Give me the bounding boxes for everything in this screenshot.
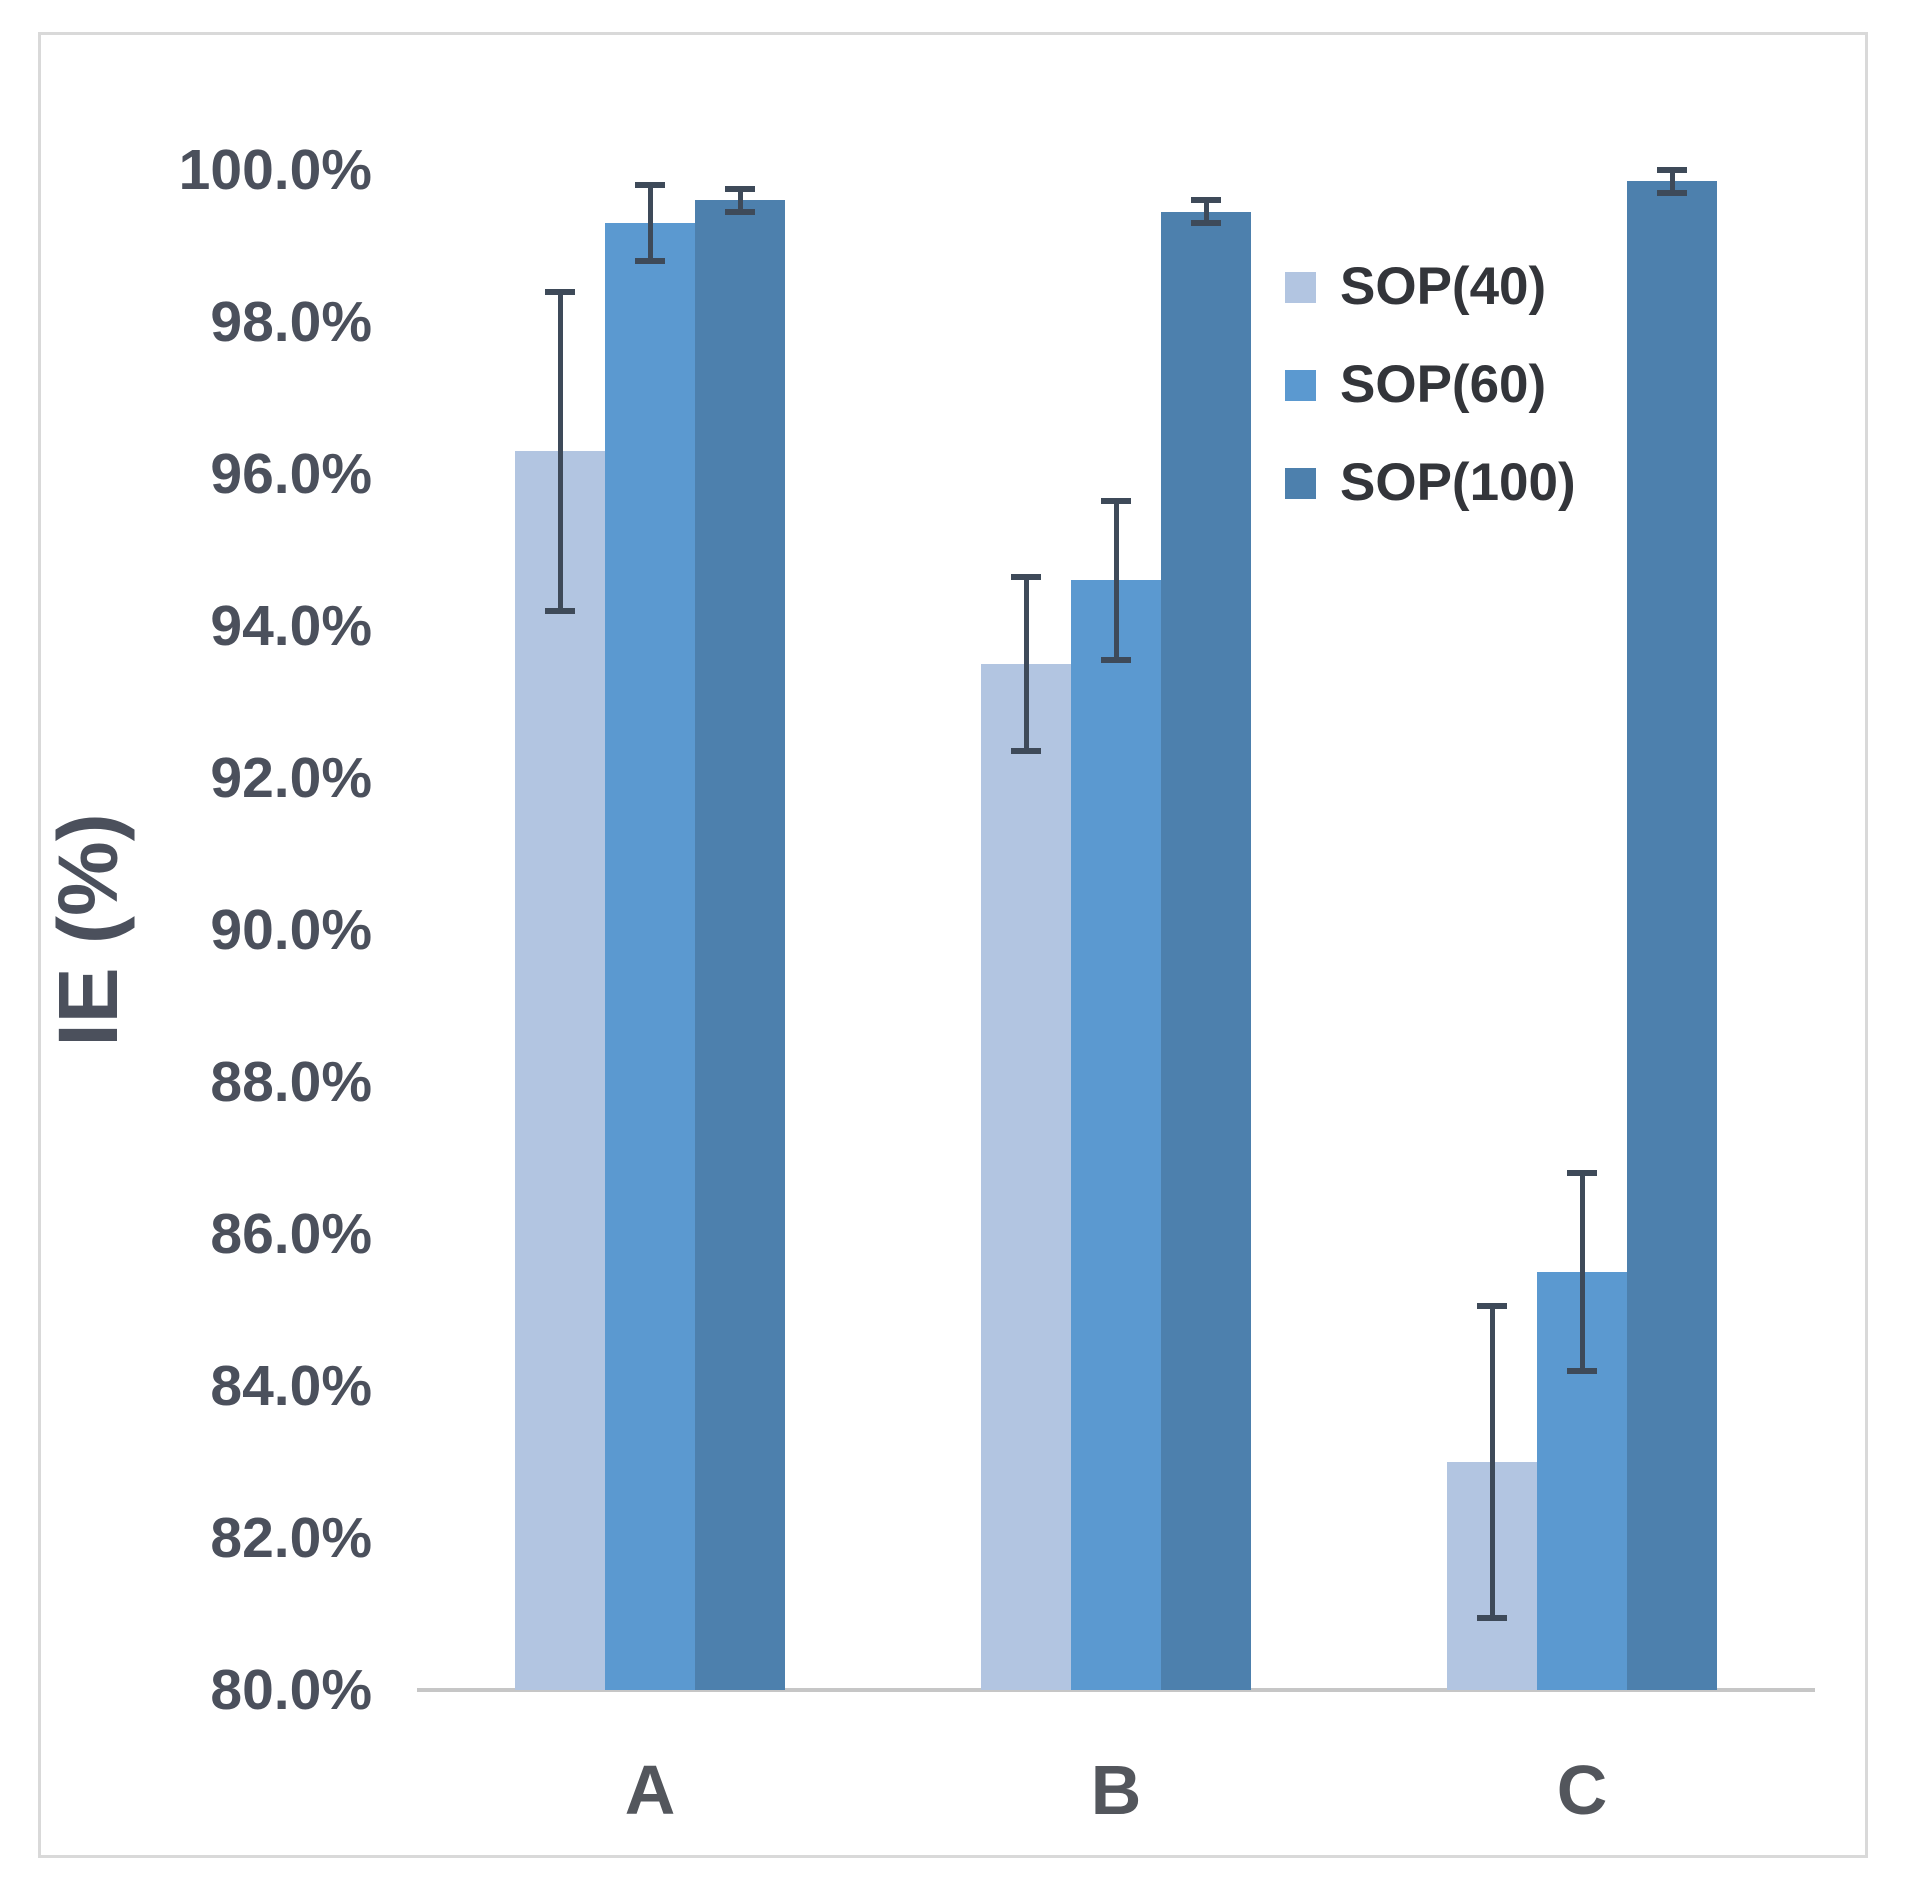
error-bar-b-sop100-cap-top xyxy=(1191,197,1221,204)
error-bar-a-sop60-line xyxy=(647,185,653,262)
error-bar-a-sop60-cap-top xyxy=(635,182,665,189)
bar-b-sop40 xyxy=(981,664,1071,1690)
y-tick-label: 84.0% xyxy=(210,1354,372,1418)
error-bar-b-sop60-line xyxy=(1113,500,1119,661)
legend-marker-sop60 xyxy=(1285,370,1316,401)
error-bar-c-sop100-cap-top xyxy=(1657,167,1687,173)
legend-label-sop100: SOP(100) xyxy=(1340,453,1576,512)
error-bar-c-sop100-cap-bottom xyxy=(1657,189,1687,196)
bar-a-sop60 xyxy=(605,223,695,1690)
error-bar-a-sop100-cap-top xyxy=(725,186,755,192)
error-bar-c-sop40-cap-top xyxy=(1477,1303,1507,1310)
error-bar-a-sop40-cap-top xyxy=(545,288,575,295)
error-bar-c-sop100-line xyxy=(1669,170,1675,193)
legend-label-sop40: SOP(40) xyxy=(1340,257,1547,316)
bar-c-sop100 xyxy=(1627,181,1717,1690)
y-tick-label: 86.0% xyxy=(210,1202,372,1266)
error-bar-a-sop60-cap-bottom xyxy=(635,258,665,265)
y-tick-label: 96.0% xyxy=(210,442,372,506)
y-tick-label: 88.0% xyxy=(210,1050,372,1114)
x-axis-line xyxy=(417,1688,1815,1692)
y-tick-label: 82.0% xyxy=(210,1506,372,1570)
bar-a-sop40 xyxy=(515,451,605,1690)
error-bar-a-sop40-cap-bottom xyxy=(545,607,575,614)
error-bar-b-sop40-cap-top xyxy=(1011,573,1041,580)
error-bar-b-sop100-line xyxy=(1203,200,1209,224)
y-tick-label: 92.0% xyxy=(210,746,372,810)
bar-a-sop100 xyxy=(695,200,785,1690)
error-bar-c-sop60-line xyxy=(1579,1173,1585,1371)
x-axis-label-b: B xyxy=(1090,1751,1142,1829)
error-bar-c-sop40-line xyxy=(1489,1306,1495,1618)
error-bar-a-sop40-line xyxy=(557,291,563,611)
error-bar-b-sop100-cap-bottom xyxy=(1191,220,1221,227)
y-tick-label: 98.0% xyxy=(210,290,372,354)
x-axis-label-a: A xyxy=(624,1751,676,1829)
error-bar-b-sop60-cap-top xyxy=(1101,497,1131,504)
y-tick-label: 100.0% xyxy=(178,138,372,202)
error-bar-a-sop100-cap-bottom xyxy=(725,208,755,215)
error-bar-b-sop60-cap-bottom xyxy=(1101,657,1131,664)
legend-marker-sop100 xyxy=(1285,468,1316,499)
y-tick-label: 94.0% xyxy=(210,594,372,658)
error-bar-b-sop40-line xyxy=(1023,576,1029,752)
y-tick-label: 90.0% xyxy=(210,898,372,962)
legend-marker-sop40 xyxy=(1285,272,1316,303)
bar-b-sop100 xyxy=(1161,211,1251,1690)
error-bar-c-sop60-cap-top xyxy=(1567,1170,1597,1177)
error-bar-a-sop100-line xyxy=(737,189,743,212)
error-bar-c-sop60-cap-bottom xyxy=(1567,1367,1597,1374)
legend-label-sop60: SOP(60) xyxy=(1340,355,1547,414)
error-bar-b-sop40-cap-bottom xyxy=(1011,748,1041,755)
bar-b-sop60 xyxy=(1071,580,1161,1690)
x-axis-label-c: C xyxy=(1556,1751,1608,1829)
error-bar-c-sop40-cap-bottom xyxy=(1477,1614,1507,1621)
y-tick-label: 80.0% xyxy=(210,1658,372,1722)
